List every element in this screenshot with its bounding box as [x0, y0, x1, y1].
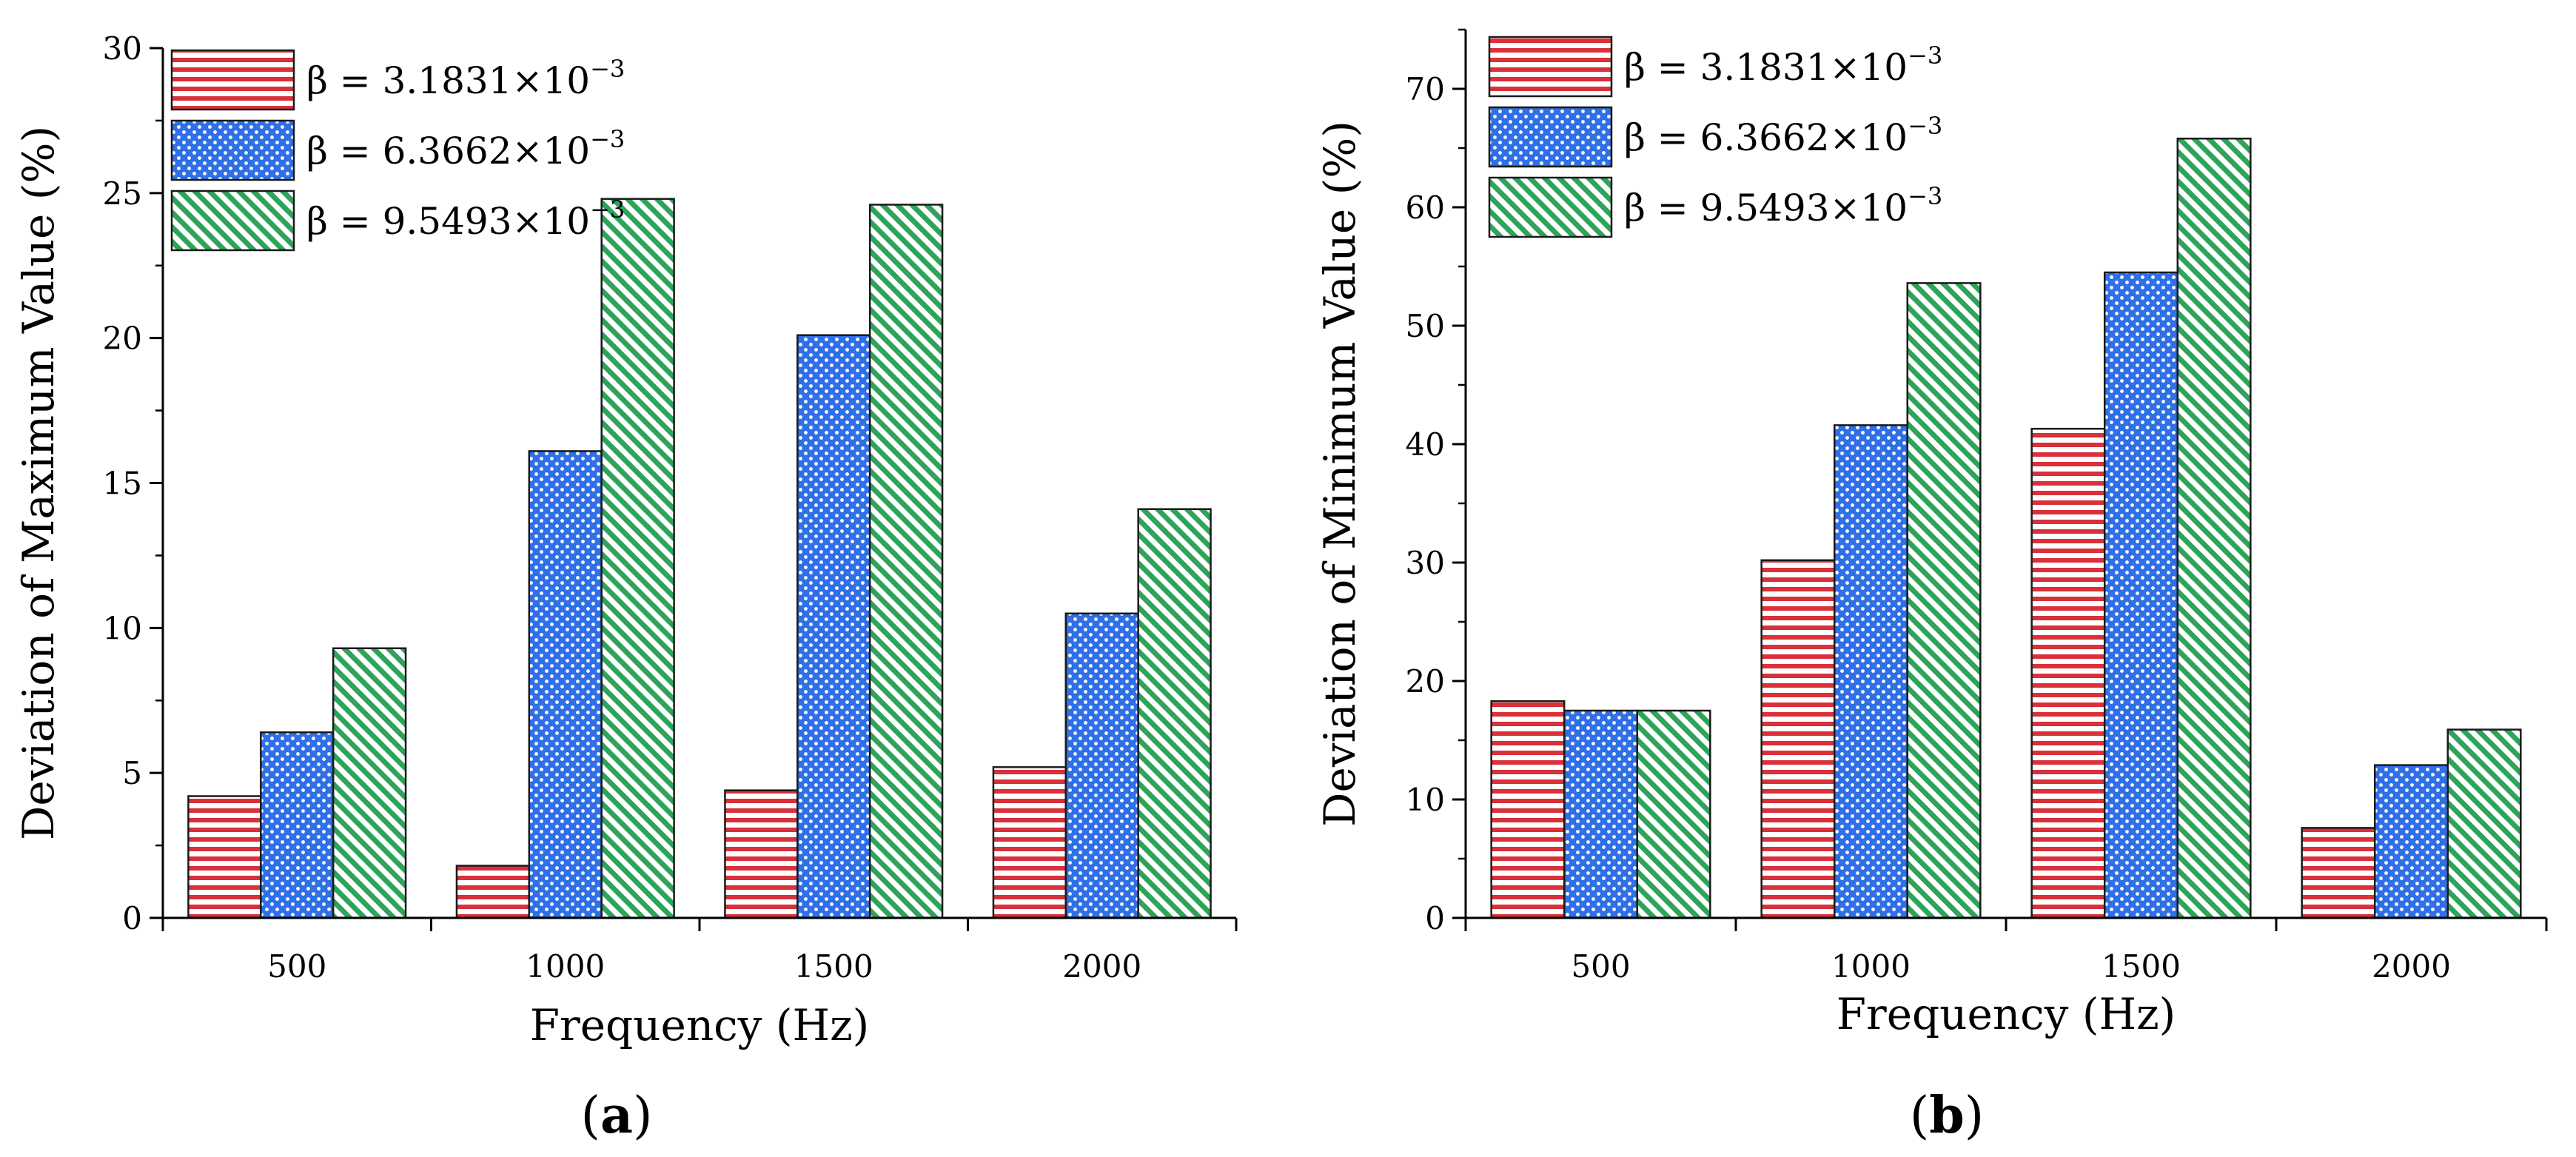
x-axis-title-max: Frequency (Hz) — [530, 1000, 870, 1050]
y-tick-label-max-20: 20 — [103, 321, 142, 357]
x-axis-title-min: Frequency (Hz) — [1837, 989, 2176, 1039]
bar-min-s2-2000 — [2373, 764, 2449, 919]
y-tick-label-max-0: 0 — [122, 900, 142, 936]
bar-min-s1-2000 — [2301, 827, 2376, 919]
bar-min-s2-500 — [1563, 709, 1639, 919]
legend-swatch-min-s2 — [1488, 106, 1613, 168]
y-tick-label-min-60: 60 — [1406, 190, 1445, 226]
legend-swatch-min-s1 — [1488, 36, 1613, 98]
bar-min-s2-1000 — [1833, 424, 1909, 919]
chart-deviation-maximum: 0 5 10 15 20 25 30 500 1000 1500 2000 Frequency (Hz… — [13, 30, 1238, 1050]
bar-max-s3-2000 — [1137, 508, 1212, 919]
legend-label-min-s3: β = 9.5493×10−3 — [1624, 182, 1942, 229]
chart-deviation-minimum: 0 10 20 30 40 50 60 70 500 1000 1500 2000 Frequency … — [1315, 28, 2548, 1039]
x-tick-label-min-1500: 1500 — [2102, 948, 2181, 985]
bar-max-s3-500 — [332, 647, 407, 919]
bar-max-s2-1000 — [528, 450, 603, 919]
legend-swatch-max-s3 — [170, 190, 295, 252]
bar-min-s1-1000 — [1760, 559, 1836, 919]
y-tick-label-max-25: 25 — [103, 175, 142, 212]
bar-max-s1-1000 — [455, 865, 531, 919]
x-tick-label-max-500: 500 — [267, 948, 326, 985]
x-tick-label-max-2000: 2000 — [1062, 948, 1141, 985]
bar-min-s2-1500 — [2103, 271, 2179, 919]
x-tick-label-min-1000: 1000 — [1831, 948, 1911, 985]
bar-min-s1-500 — [1490, 700, 1566, 919]
bar-min-s3-1000 — [1906, 282, 1982, 919]
legend-label-max-s2: β = 6.3662×10−3 — [306, 125, 625, 172]
y-axis-title-max: Deviation of Maximum Value (%) — [13, 126, 64, 840]
y-tick-label-min-40: 40 — [1406, 426, 1445, 463]
legend-swatch-min-s3 — [1488, 176, 1613, 238]
bar-max-s1-500 — [187, 795, 262, 919]
y-tick-label-max-30: 30 — [103, 30, 142, 67]
y-tick-label-min-10: 10 — [1406, 782, 1445, 818]
legend-swatch-max-s2 — [170, 119, 295, 181]
legend-swatch-max-s1 — [170, 49, 295, 111]
y-tick-label-min-20: 20 — [1406, 663, 1445, 700]
bar-max-s2-500 — [260, 731, 335, 919]
panel-label-a: (a) — [580, 1086, 652, 1145]
x-tick-label-min-500: 500 — [1571, 948, 1630, 985]
y-tick-label-min-70: 70 — [1406, 71, 1445, 107]
bar-max-s2-1500 — [796, 334, 871, 919]
y-axis-title-min: Deviation of Minimum Value (%) — [1315, 121, 1365, 827]
y-tick-label-max-10: 10 — [103, 610, 142, 646]
y-tick-label-min-30: 30 — [1406, 545, 1445, 581]
legend-label-max-s3: β = 9.5493×10−3 — [306, 195, 625, 243]
bar-max-s1-2000 — [992, 766, 1067, 919]
x-tick-label-min-2000: 2000 — [2372, 948, 2451, 985]
x-tick-label-max-1500: 1500 — [794, 948, 873, 985]
x-tick-label-max-1000: 1000 — [526, 948, 605, 985]
bar-max-s2-2000 — [1064, 612, 1139, 919]
legend-label-min-s1: β = 3.1831×10−3 — [1624, 41, 1942, 89]
bar-min-s3-500 — [1636, 709, 1711, 919]
bar-min-s3-2000 — [2446, 728, 2522, 919]
bar-max-s3-1000 — [600, 198, 675, 919]
panel-label-b: (b) — [1910, 1086, 1985, 1145]
legend-label-min-s2: β = 6.3662×10−3 — [1624, 112, 1942, 159]
bar-max-s1-1500 — [724, 789, 799, 919]
legend-label-max-s1: β = 3.1831×10−3 — [306, 55, 625, 102]
bar-max-s3-1500 — [868, 204, 944, 919]
bar-min-s1-1500 — [2030, 427, 2106, 919]
y-tick-label-min-50: 50 — [1406, 308, 1445, 344]
y-tick-label-min-0: 0 — [1425, 900, 1445, 936]
y-tick-label-max-15: 15 — [103, 466, 142, 502]
bar-min-s3-1500 — [2176, 137, 2252, 919]
y-tick-label-max-5: 5 — [122, 755, 142, 791]
